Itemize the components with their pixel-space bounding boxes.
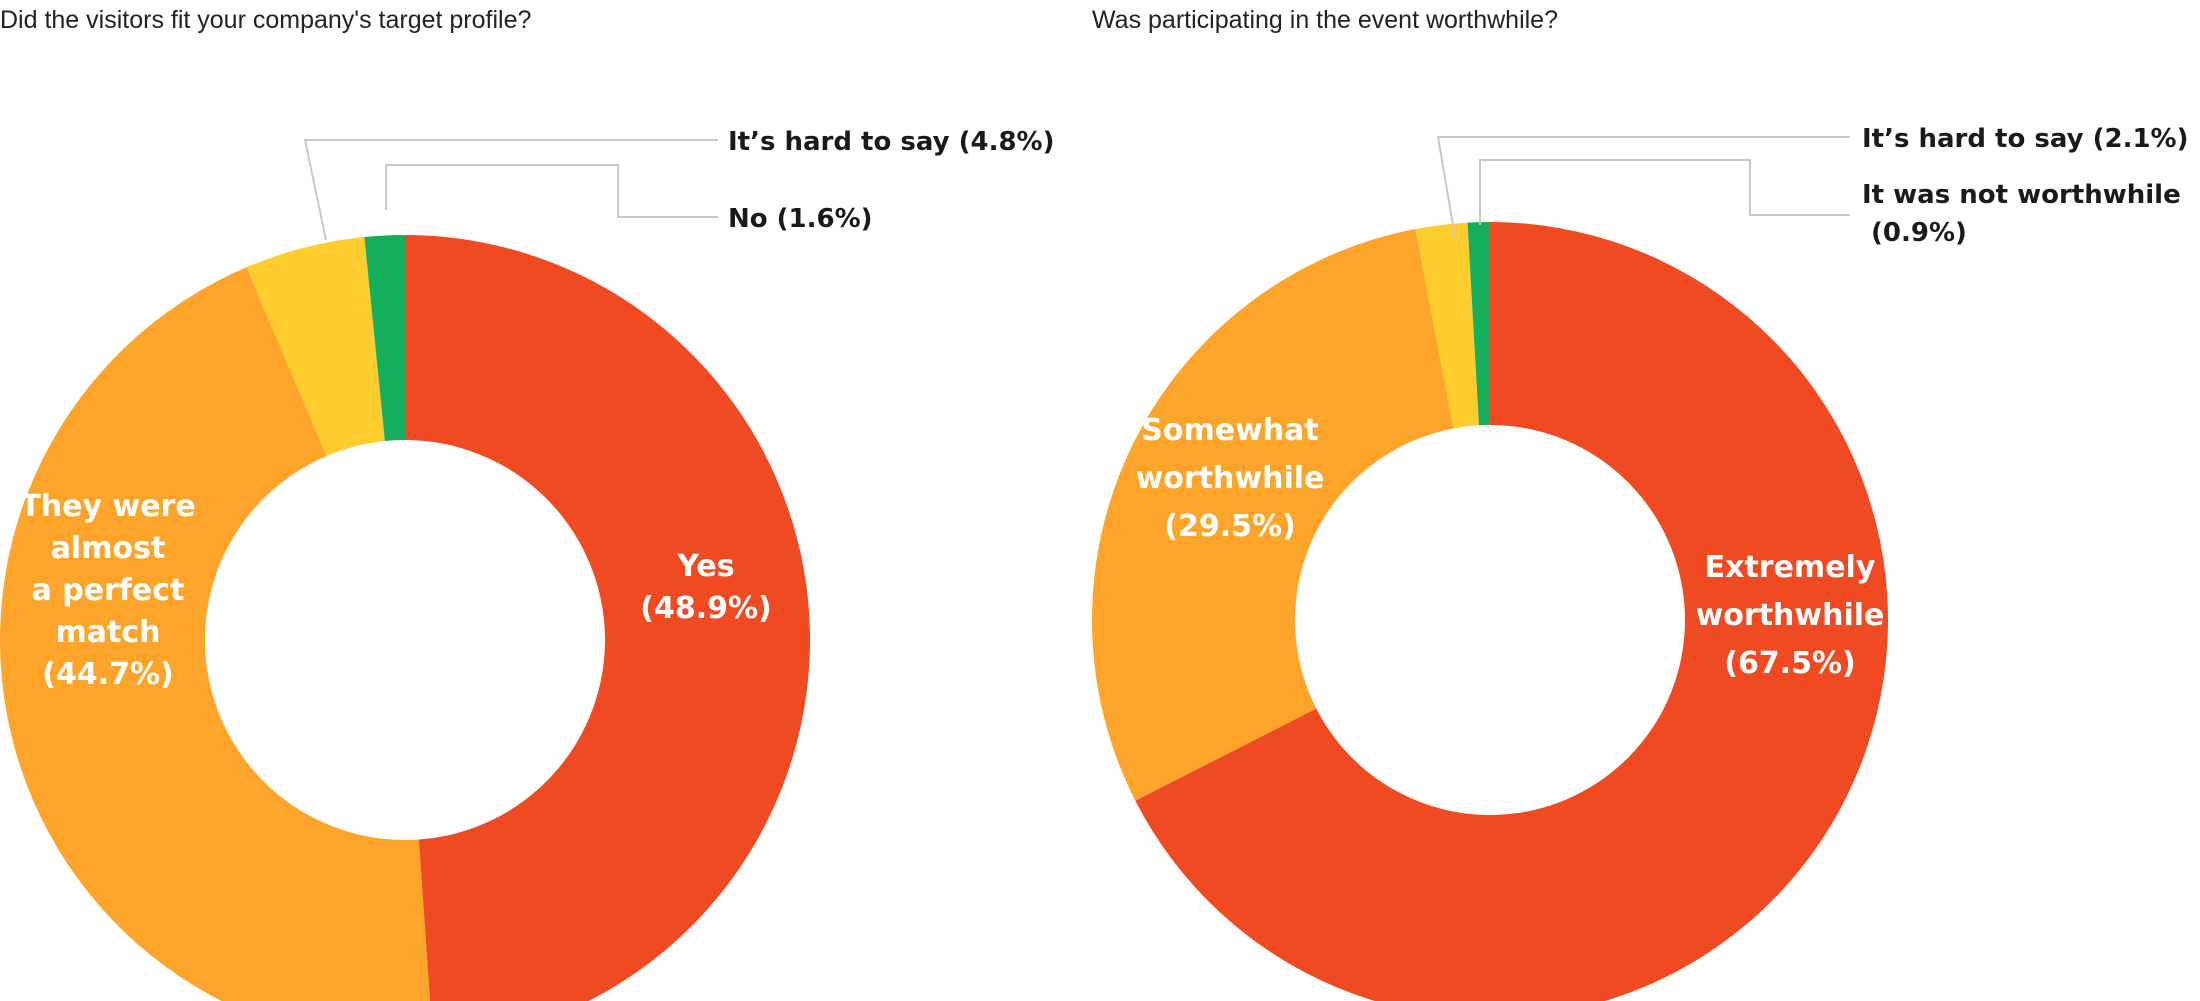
pie-slice	[1467, 222, 1490, 426]
pie-slice	[1415, 222, 1479, 429]
pie-slice	[0, 267, 430, 1001]
slice-label: Extremely worthwhile (67.5%)	[1696, 550, 1885, 681]
slice-label: It’s hard to say (4.8%)	[728, 127, 1055, 157]
slice-label: It was not worthwhile (0.9%)	[1862, 180, 2181, 248]
slice-label: They were almost a perfect match (44.7%)	[20, 489, 195, 692]
slice-label: No (1.6%)	[728, 204, 873, 234]
chart-event-worthwhile: Was participating in the event worthwhil…	[1091, 6, 2189, 1001]
leader-line	[303, 139, 718, 241]
chart-title: Did the visitors fit your company's targ…	[0, 6, 531, 34]
pie-slice	[364, 235, 405, 442]
pie-slice	[1135, 222, 1888, 1001]
slice-label: It’s hard to say (2.1%)	[1862, 124, 2189, 154]
slice-label: Somewhat worthwhile (29.5%)	[1136, 413, 1325, 544]
leader-line	[385, 164, 718, 218]
leader-line	[1436, 136, 1850, 238]
leader-line	[1479, 159, 1850, 225]
pie-slice	[246, 237, 385, 456]
pie-slice	[405, 235, 810, 1001]
pie-slice	[1091, 229, 1454, 801]
chart-title: Was participating in the event worthwhil…	[1092, 6, 1558, 34]
slice-label: Yes (48.9%)	[640, 549, 772, 626]
chart-target-profile: Did the visitors fit your company's targ…	[0, 6, 1055, 1001]
